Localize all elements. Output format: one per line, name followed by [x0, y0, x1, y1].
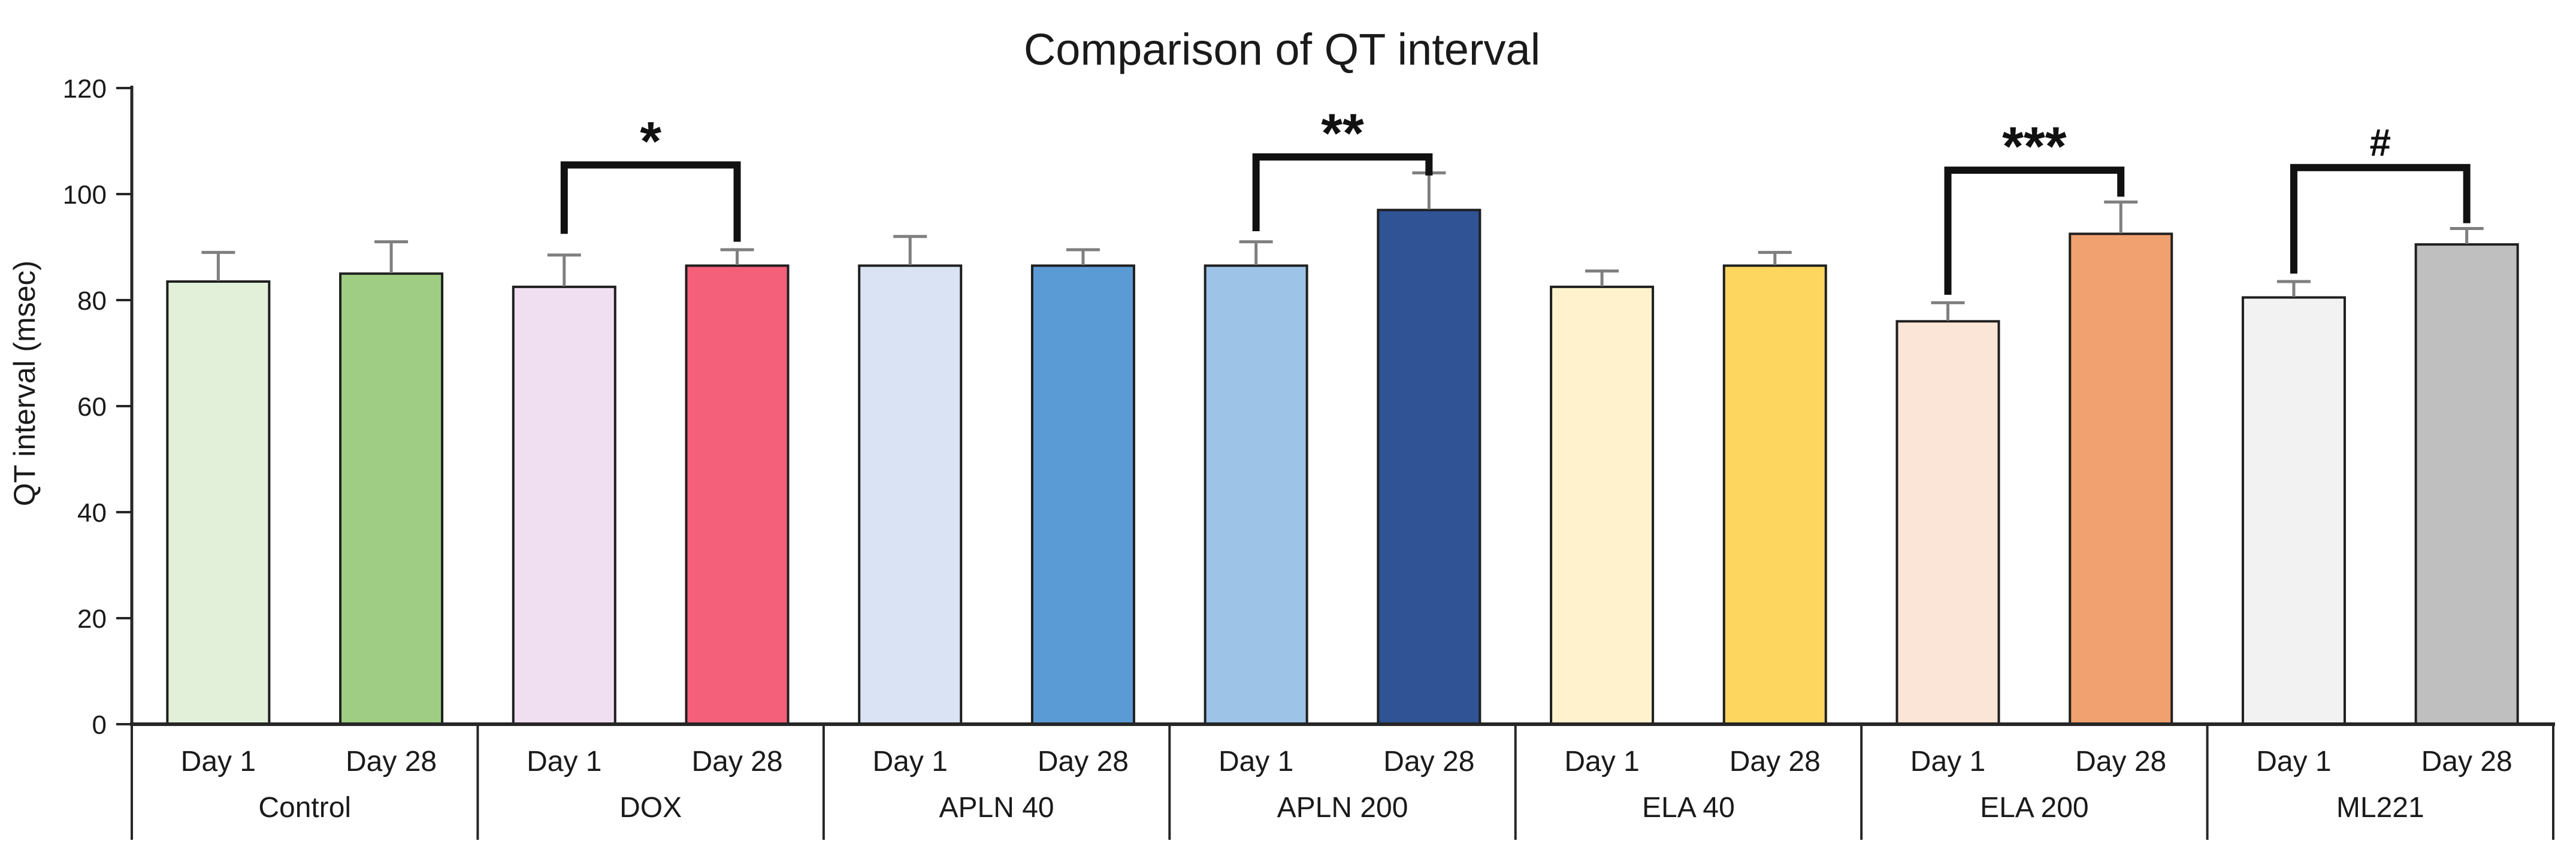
group-label-apln-200: APLN 200 [1277, 792, 1408, 824]
y-tick-label-80: 80 [77, 286, 107, 316]
x-label-control-day-1: Day 1 [181, 746, 256, 778]
x-label-ela-40-day-1: Day 1 [1564, 746, 1639, 778]
x-label-dox-day-1: Day 1 [527, 746, 601, 778]
bar-ml221-day-1 [2241, 296, 2346, 725]
group-label-dox: DOX [619, 792, 682, 824]
y-tick-label-0: 0 [92, 710, 107, 740]
bar-apln-200-day-1 [1204, 264, 1308, 726]
sig-label-dox: * [640, 111, 661, 172]
bar-ml221-day-28 [2414, 243, 2519, 725]
bar-control-day-1 [166, 280, 271, 725]
x-label-apln-40-day-1: Day 1 [873, 746, 948, 778]
sig-bracket-ela-200 [1944, 167, 2125, 295]
x-label-ela-200-day-1: Day 1 [1910, 746, 1985, 778]
y-tick-label-40: 40 [77, 498, 107, 528]
x-label-ela-40-day-28: Day 28 [1730, 746, 1821, 778]
sig-bracket-dox [560, 161, 741, 242]
sig-label-ela-200: *** [2002, 116, 2067, 177]
group-label-ela-40: ELA 40 [1642, 792, 1735, 824]
x-label-ela-200-day-28: Day 28 [2075, 746, 2166, 778]
y-tick-label-100: 100 [63, 180, 107, 210]
y-tick-label-120: 120 [63, 74, 107, 104]
group-label-apln-40: APLN 40 [939, 792, 1054, 824]
bar-ela-40-day-28 [1722, 264, 1827, 726]
bar-apln-200-day-28 [1377, 208, 1481, 725]
bar-apln-40-day-28 [1030, 264, 1135, 726]
bar-apln-40-day-1 [858, 264, 963, 726]
chart-title: Comparison of QT interval [1024, 25, 1540, 74]
bar-ela-200-day-28 [2069, 232, 2173, 725]
sig-bracket-apln-200 [1252, 153, 1433, 231]
x-label-apln-40-day-28: Day 28 [1038, 746, 1129, 778]
x-label-apln-200-day-1: Day 1 [1219, 746, 1293, 778]
x-label-ml221-day-28: Day 28 [2421, 746, 2512, 778]
x-label-control-day-28: Day 28 [346, 746, 437, 778]
sig-label-apln-200: ** [1321, 103, 1364, 164]
sig-bracket-ml221 [2290, 164, 2471, 274]
y-tick-label-20: 20 [77, 604, 107, 634]
x-label-dox-day-28: Day 28 [691, 746, 782, 778]
y-axis-title: QT interval (msec) [8, 261, 41, 506]
sig-label-ml221: # [2369, 121, 2391, 164]
group-label-ela-200: ELA 200 [1980, 792, 2089, 824]
bar-control-day-28 [339, 272, 444, 725]
x-label-ml221-day-1: Day 1 [2256, 746, 2331, 778]
bar-ela-40-day-1 [1550, 285, 1655, 725]
bar-ela-200-day-1 [1895, 320, 2000, 725]
bar-dox-day-28 [685, 264, 790, 726]
y-tick-label-60: 60 [77, 392, 107, 422]
x-label-apln-200-day-28: Day 28 [1383, 746, 1474, 778]
group-label-control: Control [258, 792, 351, 824]
group-label-ml221: ML221 [2336, 792, 2424, 824]
bar-dox-day-1 [512, 285, 616, 725]
